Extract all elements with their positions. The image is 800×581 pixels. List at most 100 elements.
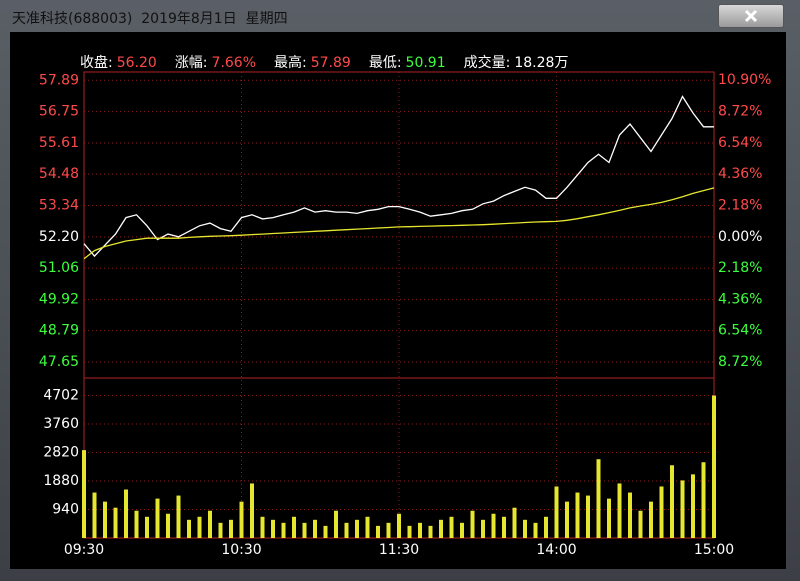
y2-tick-label: 8.72% bbox=[718, 104, 762, 120]
x-tick-label: 11:30 bbox=[379, 542, 419, 558]
volume-bar bbox=[491, 513, 496, 538]
volume-bar bbox=[302, 522, 307, 538]
y2-tick-label: 10.90% bbox=[718, 72, 771, 88]
volume-bar bbox=[712, 395, 716, 538]
y-tick-label: 52.20 bbox=[39, 229, 79, 245]
volume-bar bbox=[523, 519, 527, 538]
header-label: 最低: bbox=[369, 55, 402, 71]
volume-bar bbox=[344, 522, 349, 538]
volume-bar bbox=[281, 522, 286, 538]
volume-bar bbox=[103, 501, 107, 538]
y-tick-label: 51.06 bbox=[39, 260, 79, 276]
volume-bar bbox=[386, 522, 391, 538]
header-item: 最低: 50.91 bbox=[369, 55, 446, 71]
volume-bar bbox=[439, 519, 443, 538]
volume-bar bbox=[533, 522, 538, 538]
header-label: 收盘: bbox=[80, 54, 113, 71]
price-line bbox=[83, 187, 715, 260]
header-value: 50.91 bbox=[406, 55, 446, 71]
volume-bar bbox=[607, 498, 611, 538]
y-tick-label: 53.34 bbox=[39, 197, 79, 213]
header-value: 56.20 bbox=[117, 55, 157, 71]
volume-bar bbox=[628, 492, 632, 538]
volume-bar bbox=[428, 525, 433, 538]
volume-bar bbox=[376, 525, 380, 538]
chart: 收盘: 56.20 涨幅: 7.66% 最高: 57.89 最低: 50.91 成交量: 18.2… bbox=[10, 32, 786, 569]
volume-tick-label: 3760 bbox=[43, 416, 79, 432]
volume-bar bbox=[554, 486, 559, 538]
x-tick-label: 15:00 bbox=[694, 542, 734, 558]
y2-tick-label: 8.72% bbox=[718, 354, 762, 370]
volume-bar bbox=[670, 465, 674, 538]
y2-tick-label: 2.18% bbox=[718, 197, 762, 213]
volume-bar bbox=[649, 501, 653, 538]
volume-bar bbox=[187, 519, 191, 538]
volume-bar bbox=[323, 525, 328, 538]
header-label: 涨幅: bbox=[175, 55, 208, 71]
y2-tick-label: 2.18% bbox=[718, 260, 762, 276]
close-button[interactable] bbox=[718, 4, 784, 28]
volume-bar bbox=[397, 513, 401, 538]
y2-tick-label: 6.54% bbox=[718, 323, 762, 339]
volume-bar bbox=[197, 516, 202, 538]
header-item: 收盘: 56.20 bbox=[80, 54, 157, 71]
y-tick-label: 47.65 bbox=[39, 354, 79, 370]
volume-bar bbox=[701, 462, 706, 538]
volume-bar bbox=[92, 492, 97, 538]
volume-bar bbox=[449, 516, 454, 538]
price-line bbox=[83, 95, 714, 258]
volume-bar bbox=[407, 525, 412, 538]
volume-bar bbox=[659, 486, 664, 538]
volume-bar bbox=[680, 480, 685, 538]
volume-bar bbox=[155, 498, 160, 538]
volume-bar bbox=[176, 495, 181, 538]
volume-bar bbox=[460, 522, 464, 538]
y2-tick-label: 0.00% bbox=[718, 229, 762, 245]
header-value: 57.89 bbox=[311, 55, 351, 71]
y-tick-label: 55.61 bbox=[39, 135, 79, 151]
volume-bar bbox=[586, 495, 590, 538]
volume-bar bbox=[124, 489, 128, 538]
volume-bar bbox=[691, 474, 695, 538]
window-title: 天准科技(688003) 2019年8月1日 星期四 bbox=[12, 11, 288, 27]
volume-bar bbox=[617, 483, 622, 538]
volume-tick-label: 4702 bbox=[43, 388, 79, 404]
header-value: 7.66% bbox=[212, 55, 256, 71]
header-label: 成交量: bbox=[464, 54, 511, 71]
volume-bar bbox=[565, 501, 569, 538]
y-tick-label: 48.79 bbox=[39, 323, 79, 339]
volume-bar bbox=[481, 519, 485, 538]
volume-bar bbox=[134, 510, 139, 538]
close-icon bbox=[744, 9, 758, 23]
volume-bar bbox=[638, 510, 643, 538]
volume-bar bbox=[292, 516, 296, 538]
y2-tick-label: 4.36% bbox=[718, 291, 762, 307]
y2-tick-label: 4.36% bbox=[718, 166, 762, 182]
y-tick-label: 56.75 bbox=[39, 104, 79, 120]
volume-bar bbox=[260, 516, 265, 538]
volume-bar bbox=[544, 516, 548, 538]
y2-tick-label: 6.54% bbox=[718, 135, 762, 151]
y-tick-label: 54.48 bbox=[39, 166, 79, 182]
volume-bar bbox=[365, 516, 370, 538]
volume-bar bbox=[166, 513, 170, 538]
volume-bar bbox=[113, 507, 118, 538]
header-item: 成交量: 18.28万 bbox=[464, 54, 569, 71]
volume-bar bbox=[271, 519, 275, 538]
x-tick-label: 10:30 bbox=[221, 542, 261, 558]
volume-bar bbox=[575, 492, 580, 538]
x-tick-label: 14:00 bbox=[536, 542, 576, 558]
header-value: 18.28万 bbox=[514, 55, 568, 71]
volume-bar bbox=[218, 522, 223, 538]
volume-tick-label: 940 bbox=[52, 502, 79, 518]
volume-bar bbox=[418, 522, 422, 538]
volume-bar bbox=[502, 516, 506, 538]
volume-bar bbox=[82, 450, 86, 538]
volume-tick-label: 2820 bbox=[43, 445, 79, 461]
y-tick-label: 57.89 bbox=[39, 72, 79, 88]
volume-bar bbox=[470, 510, 475, 538]
volume-bar bbox=[229, 519, 233, 538]
volume-bar bbox=[250, 483, 254, 538]
header-item: 最高: 57.89 bbox=[274, 54, 351, 71]
